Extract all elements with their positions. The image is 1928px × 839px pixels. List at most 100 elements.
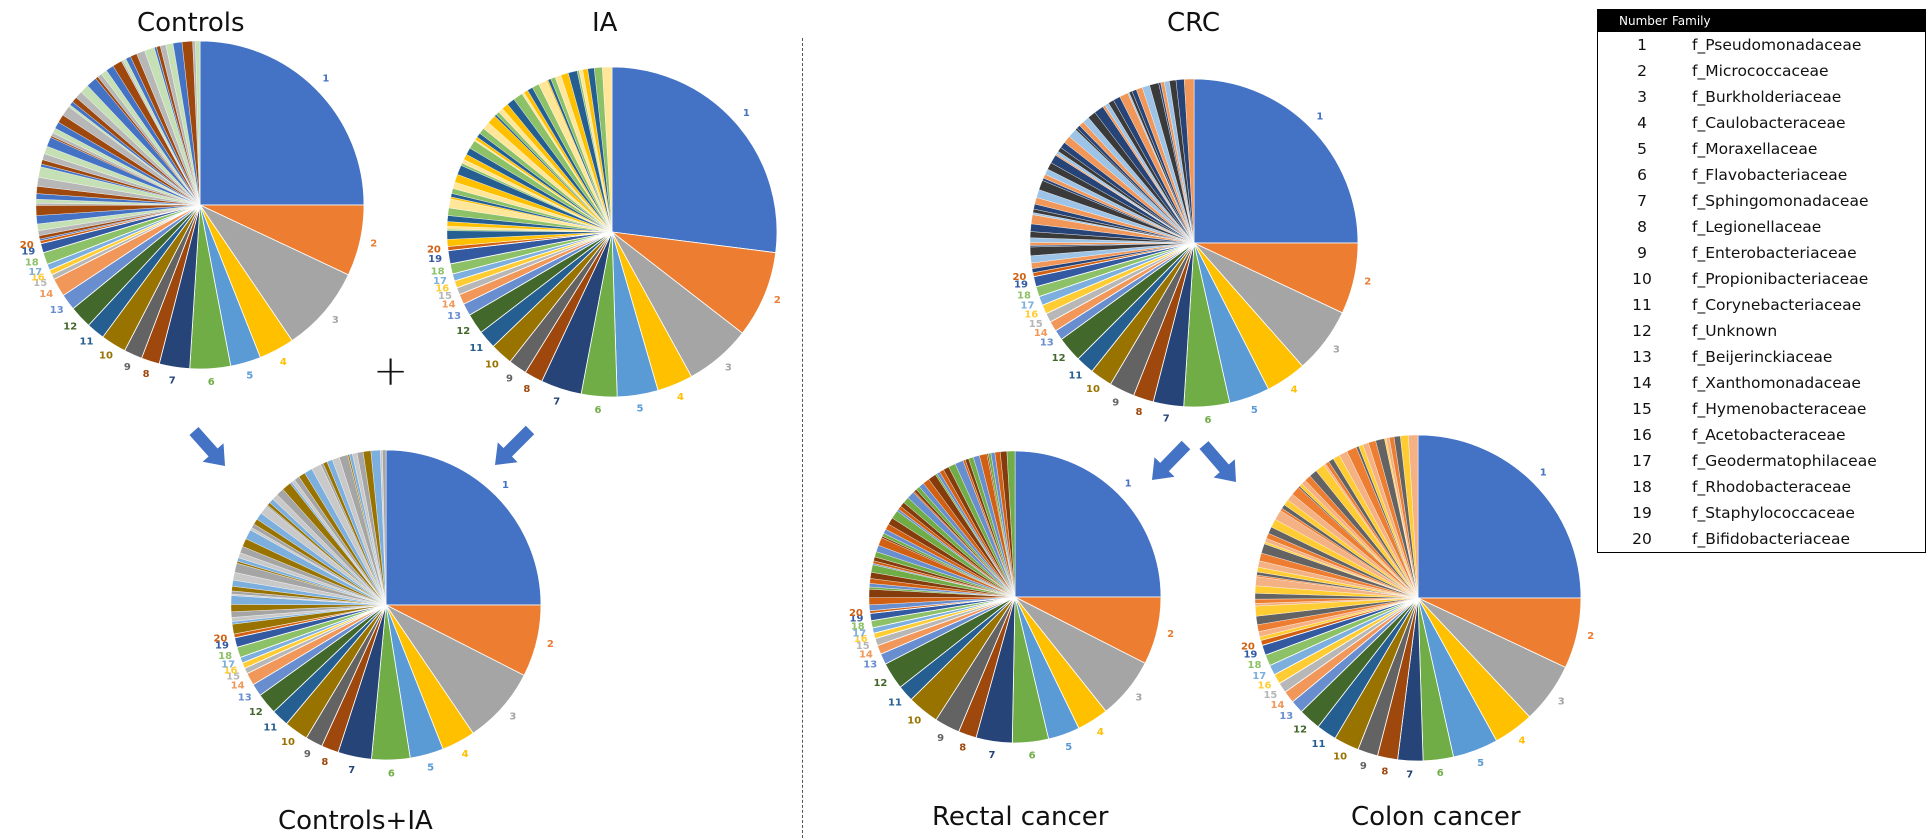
pie-slice-label: 14 — [1271, 700, 1285, 711]
legend-row: 5 f_Moraxellaceae — [1598, 136, 1925, 162]
pie-slice-label: 14 — [1034, 328, 1048, 339]
pie-slice-label: 6 — [1029, 751, 1036, 762]
pie-slice-label: 14 — [859, 650, 873, 661]
pie-slice-3 — [198, 204, 349, 342]
group-divider — [802, 38, 803, 838]
pie-slice-label: 12 — [456, 326, 470, 337]
arrow-ia-to-combined — [495, 425, 535, 465]
legend-header-number: Number — [1619, 14, 1668, 28]
title-controls: Controls — [137, 8, 245, 38]
pie-slice-label: 11 — [1068, 370, 1082, 381]
legend-row: 4 f_Caulobacteraceae — [1598, 110, 1925, 136]
pie-slice-label: 20 — [849, 608, 863, 619]
pie-slice-1 — [1193, 78, 1359, 244]
pie-slice-label: 9 — [1112, 397, 1119, 408]
pie-slice-label: 2 — [547, 639, 554, 650]
pie-slice-label: 20 — [1012, 272, 1026, 283]
pie-slice-label: 9 — [1360, 761, 1367, 772]
pie-slice-1 — [611, 66, 778, 254]
pie-slice-label: 20 — [213, 633, 227, 644]
pie-slice-label: 8 — [143, 369, 150, 380]
pie-slice-label: 10 — [1086, 384, 1100, 395]
legend-number: 4 — [1637, 114, 1647, 132]
pie-slice-label: 18 — [1017, 290, 1031, 301]
pie-slice-2 — [610, 231, 777, 334]
pie-slice-label: 2 — [370, 238, 377, 249]
legend-family: f_Geodermatophilaceae — [1692, 452, 1877, 470]
pie-slice-label: 7 — [1163, 413, 1170, 424]
legend-row: 12 f_Unknown — [1598, 318, 1925, 344]
legend-number: 2 — [1637, 62, 1647, 80]
legend-number: 19 — [1632, 504, 1652, 522]
pie-slice-label: 15 — [856, 641, 870, 652]
pie-slice-label: 19 — [428, 254, 442, 265]
pie-slice-other — [602, 66, 613, 233]
legend-family: f_Unknown — [1692, 322, 1778, 340]
pie-slice-label: 8 — [321, 757, 328, 768]
pie-slice-label: 13 — [1040, 338, 1054, 349]
pie-slice-label: 3 — [1558, 697, 1565, 708]
pie-slice-label: 12 — [249, 707, 263, 718]
legend-row: 16 f_Acetobacteraceae — [1598, 422, 1925, 448]
pie-slice-label: 17 — [852, 628, 866, 639]
pie-slice-label: 17 — [28, 267, 42, 278]
legend-family: f_Caulobacteraceae — [1692, 114, 1846, 132]
legend-number: 14 — [1632, 374, 1652, 392]
legend-family: f_Micrococcaceae — [1692, 62, 1829, 80]
pie-slice-label: 1 — [502, 480, 509, 491]
pie-slice-label: 13 — [863, 660, 877, 671]
pie-slice-label: 9 — [506, 373, 513, 384]
legend-number: 5 — [1637, 140, 1647, 158]
pie-slice-label: 8 — [1136, 407, 1143, 418]
legend-family: f_Xanthomonadaceae — [1692, 374, 1861, 392]
plus-sign: + — [373, 346, 409, 395]
legend-number: 8 — [1637, 218, 1647, 236]
legend-family: f_Rhodobacteraceae — [1692, 478, 1852, 496]
pie-slice-other — [195, 40, 201, 206]
legend-family: f_Legionellaceae — [1692, 218, 1822, 236]
pie-slice-label: 15 — [438, 291, 452, 302]
pie-slice-label: 12 — [873, 678, 887, 689]
legend-row: 11 f_Corynebacteriaceae — [1598, 292, 1925, 318]
legend-row: 9 f_Enterobacteriaceae — [1598, 240, 1925, 266]
legend-family: f_Burkholderiaceae — [1692, 88, 1842, 106]
pie-slice-label: 1 — [322, 74, 329, 85]
pie-slice-label: 19 — [21, 247, 35, 258]
pie-slice-label: 19 — [1243, 649, 1257, 660]
pie-slice-label: 12 — [1293, 725, 1307, 736]
pie-slice-label: 17 — [221, 660, 235, 671]
pie-slice-1 — [1014, 450, 1162, 598]
legend-row: 7 f_Sphingomonadaceae — [1598, 188, 1925, 214]
legend-number: 7 — [1637, 192, 1647, 210]
legend-header-family: Family — [1672, 14, 1711, 28]
legend-family: f_Sphingomonadaceae — [1692, 192, 1869, 210]
legend-family: f_Moraxellaceae — [1692, 140, 1818, 158]
pie-slice-label: 13 — [447, 311, 461, 322]
legend-row: 19 f_Staphylococcaceae — [1598, 500, 1925, 526]
title-ia: IA — [592, 8, 618, 38]
pie-slice-label: 18 — [218, 651, 232, 662]
pie-slice-label: 3 — [332, 315, 339, 326]
pie-slice-label: 10 — [281, 737, 295, 748]
legend-row: 14 f_Xanthomonadaceae — [1598, 370, 1925, 396]
pie-slice-label: 15 — [1263, 690, 1277, 701]
pie-slice-label: 19 — [215, 641, 229, 652]
legend-number: 6 — [1637, 166, 1647, 184]
pie-slice-label: 1 — [743, 108, 750, 119]
pie-slice-label: 10 — [907, 716, 921, 727]
legend-family: f_Enterobacteriaceae — [1692, 244, 1857, 262]
legend-number: 12 — [1632, 322, 1652, 340]
legend-row: 15 f_Hymenobacteraceae — [1598, 396, 1925, 422]
legend-header: Number Family — [1598, 10, 1925, 32]
pie-slice-other — [1183, 78, 1195, 244]
pie-slice-1 — [199, 40, 365, 206]
pie-slice-label: 4 — [280, 357, 287, 368]
pie-slice-label: 18 — [851, 622, 865, 633]
pie-slice-label: 7 — [989, 750, 996, 761]
title-colon-cancer: Colon cancer — [1351, 802, 1521, 832]
pie-slice-label: 7 — [348, 765, 355, 776]
pie-slice-label: 10 — [99, 351, 113, 362]
legend-family: f_Acetobacteraceae — [1692, 426, 1846, 444]
